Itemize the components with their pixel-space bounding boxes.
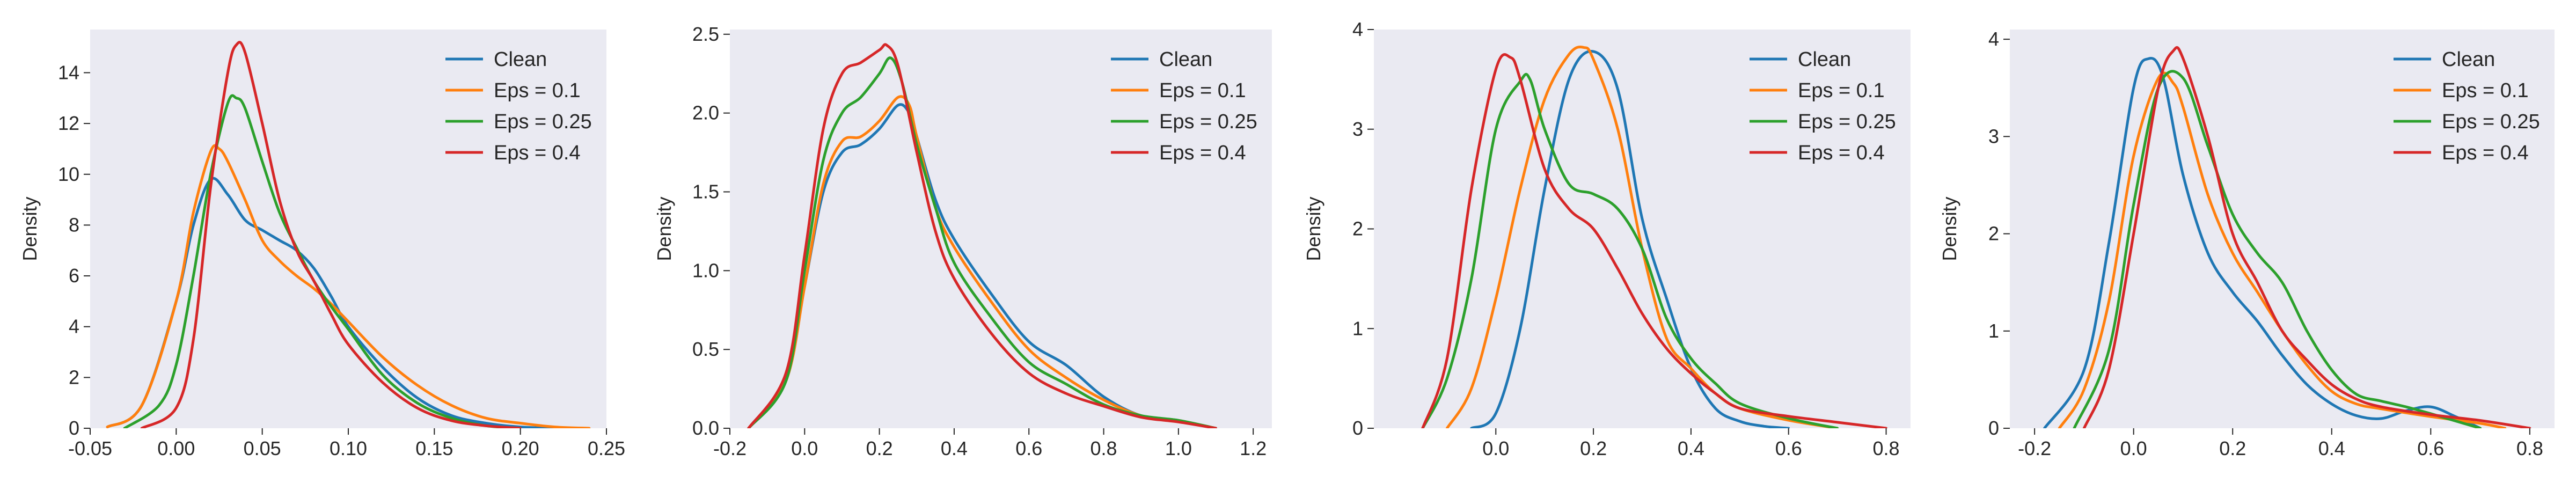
x-tick-label: 0.8 xyxy=(1873,437,1900,459)
y-tick-label: 1 xyxy=(1352,317,1363,339)
y-tick-label: 2 xyxy=(1352,218,1363,240)
y-tick-label: 4 xyxy=(1352,18,1363,40)
y-tick-label: 3 xyxy=(1352,118,1363,140)
y-tick-label: 14 xyxy=(58,61,79,83)
y-axis-label: Density xyxy=(19,196,41,261)
y-tick-label: 0 xyxy=(1988,417,1999,439)
x-tick-label: 0.25 xyxy=(588,437,625,459)
x-tick-label: 0.00 xyxy=(157,437,195,459)
y-tick-label: 0.0 xyxy=(692,417,719,439)
series-line-4 xyxy=(747,43,1217,428)
panel-3: 0.0 0.2 0.4 0.6 0.8 0 1 2 3 4 Density Clean Eps = 0.… xyxy=(1302,18,1911,459)
y-tick-label: 4 xyxy=(69,316,79,338)
legend: Clean Eps = 0.1 Eps = 0.25 Eps = 0.4 xyxy=(2394,48,2540,164)
x-tick-label: 0.8 xyxy=(2516,437,2543,459)
x-tick-label: 0.10 xyxy=(330,437,367,459)
y-tick-label: 12 xyxy=(58,112,79,134)
legend-label: Eps = 0.1 xyxy=(494,79,581,102)
series-line-3 xyxy=(2073,70,2482,428)
legend: Clean Eps = 0.1 Eps = 0.25 Eps = 0.4 xyxy=(1750,48,1896,164)
x-tick-label: 0.15 xyxy=(415,437,453,459)
legend-label: Eps = 0.4 xyxy=(1159,142,1246,164)
y-tick-label: 2 xyxy=(69,366,79,388)
legend-label: Eps = 0.25 xyxy=(2442,111,2540,133)
series-line-3 xyxy=(1421,72,1839,428)
y-tick-label: 2 xyxy=(1988,223,1999,245)
series-line-2 xyxy=(747,95,1217,428)
x-tick-label: -0.2 xyxy=(713,437,747,459)
series-line-4 xyxy=(140,41,522,428)
legend-label: Eps = 0.4 xyxy=(494,142,581,164)
y-tick-label: 4 xyxy=(1988,28,1999,50)
series-line-1 xyxy=(1470,49,1790,428)
legend-label: Eps = 0.1 xyxy=(2442,79,2529,102)
series-line-4 xyxy=(2082,46,2531,428)
y-axis-label: Density xyxy=(1302,196,1324,261)
y-tick-label: 0 xyxy=(69,417,79,439)
x-tick-label: 0.4 xyxy=(1678,437,1704,459)
x-tick-label: -0.05 xyxy=(68,437,112,459)
legend-label: Eps = 0.25 xyxy=(494,111,592,133)
series-line-3 xyxy=(747,56,1217,428)
x-tick-label: 0.6 xyxy=(1015,437,1042,459)
x-tick-label: 0.4 xyxy=(2318,437,2345,459)
legend-label: Clean xyxy=(494,48,547,71)
series-line-2 xyxy=(2058,71,2507,428)
legend-label: Eps = 0.4 xyxy=(1798,142,1885,164)
y-axis-label: Density xyxy=(1938,196,1960,261)
y-axis-label: Density xyxy=(653,196,675,261)
x-tick-label: 0.6 xyxy=(1775,437,1802,459)
x-tick-label: 1.0 xyxy=(1165,437,1192,459)
y-tick-label: 1 xyxy=(1988,320,1999,342)
y-tick-label: 6 xyxy=(69,265,79,287)
panel-2: -0.2 0.0 0.2 0.4 0.6 0.8 1.0 1.20.00.51.01.52.0… xyxy=(653,23,1272,459)
legend: Clean Eps = 0.1 Eps = 0.25 Eps = 0.4 xyxy=(445,48,592,164)
x-tick-label: 1.2 xyxy=(1240,437,1267,459)
x-tick-label: 0.0 xyxy=(2120,437,2147,459)
y-tick-label: 2.5 xyxy=(692,23,719,45)
legend-label: Eps = 0.1 xyxy=(1159,79,1246,102)
x-tick-label: 0.8 xyxy=(1091,437,1117,459)
x-tick-label: 0.2 xyxy=(2219,437,2246,459)
legend-label: Eps = 0.25 xyxy=(1159,111,1257,133)
y-tick-label: 1.5 xyxy=(692,180,719,202)
legend-label: Eps = 0.1 xyxy=(1798,79,1885,102)
legend-label: Eps = 0.4 xyxy=(2442,142,2529,164)
series-line-4 xyxy=(1421,53,1887,428)
y-tick-label: 0.5 xyxy=(692,338,719,360)
legend-label: Clean xyxy=(1159,48,1212,71)
plot-background xyxy=(1374,30,1911,428)
legend: Clean Eps = 0.1 Eps = 0.25 Eps = 0.4 xyxy=(1111,48,1257,164)
y-tick-label: 8 xyxy=(69,214,79,236)
panel-4: -0.2 0.0 0.2 0.4 0.6 0.8 0 1 2 3 4 Density Clean Eps … xyxy=(1938,28,2555,459)
x-tick-label: 0.05 xyxy=(244,437,281,459)
y-tick-label: 10 xyxy=(58,163,79,185)
plot-background xyxy=(730,30,1272,428)
series-line-2 xyxy=(106,144,591,428)
x-tick-label: 0.6 xyxy=(2417,437,2444,459)
x-tick-label: 0.2 xyxy=(866,437,893,459)
y-tick-label: 0 xyxy=(1352,417,1363,439)
y-tick-label: 3 xyxy=(1988,125,1999,147)
x-tick-label: 0.20 xyxy=(502,437,539,459)
y-tick-label: 2.0 xyxy=(692,102,719,124)
plot-background xyxy=(2010,30,2555,428)
x-tick-label: 0.2 xyxy=(1580,437,1607,459)
legend-label: Clean xyxy=(1798,48,1851,71)
series-line-1 xyxy=(2043,57,2482,428)
panel-1: -0.05 0.00 0.05 0.10 0.15 0.20 0.25 0 2 4 6 8 10 12 14… xyxy=(19,30,625,459)
x-tick-label: -0.2 xyxy=(2018,437,2051,459)
y-tick-label: 1.0 xyxy=(692,259,719,281)
x-tick-label: 0.0 xyxy=(1482,437,1509,459)
legend-label: Eps = 0.25 xyxy=(1798,111,1896,133)
legend-label: Clean xyxy=(2442,48,2495,71)
x-tick-label: 0.4 xyxy=(941,437,968,459)
series-line-3 xyxy=(123,94,522,428)
x-tick-label: 0.0 xyxy=(791,437,818,459)
